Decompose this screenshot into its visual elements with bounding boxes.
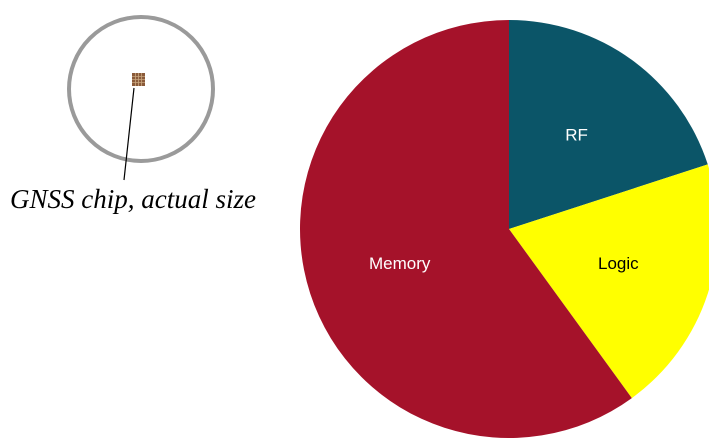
chip-illustration	[67, 15, 215, 181]
chip-grid	[132, 73, 145, 86]
pie-slice	[509, 164, 709, 399]
slice-label: Memory	[369, 254, 431, 273]
annotation: GNSS chip, actual size	[10, 184, 256, 214]
size-circle	[67, 15, 215, 163]
slice-label: RF	[565, 125, 588, 144]
slice-label: Logic	[598, 254, 639, 273]
pie-slice	[300, 20, 632, 438]
pie-slice	[509, 20, 708, 229]
leader-line	[123, 87, 135, 181]
pie: RF Logic Memory	[300, 20, 709, 438]
